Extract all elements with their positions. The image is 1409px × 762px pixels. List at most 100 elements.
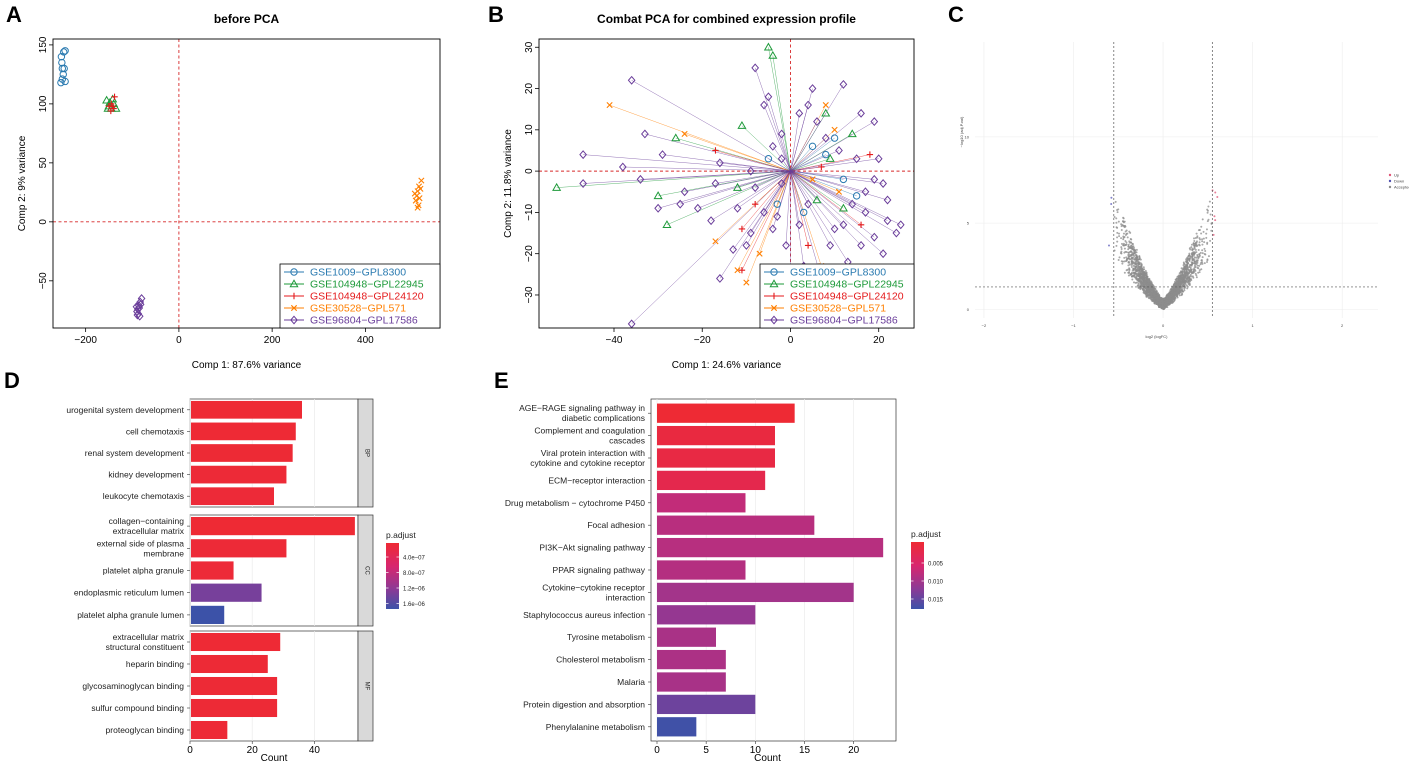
spoke-line xyxy=(777,171,791,217)
volcano-point xyxy=(1201,218,1204,221)
volcano-point xyxy=(1131,245,1134,248)
spoke-line xyxy=(741,125,791,172)
volcano-point xyxy=(1128,267,1131,270)
volcano-point xyxy=(1178,294,1181,297)
spoke-line xyxy=(715,150,791,172)
point-gse1009-gpl8300-7 xyxy=(852,192,861,200)
volcano-point xyxy=(1184,267,1187,270)
volcano-point xyxy=(1173,285,1176,288)
category-label-glycosaminoglycan-binding: glycosaminoglycan binding xyxy=(82,681,184,691)
point-gse96804-gpl17586-0 xyxy=(627,75,636,85)
spoke-line xyxy=(790,158,831,172)
volcano-point xyxy=(1188,277,1191,280)
volcano-point xyxy=(1115,226,1118,229)
spoke-line xyxy=(715,170,791,242)
point-gse96804-gpl17586-35 xyxy=(892,228,901,238)
point-gse30528-gpl571-8 xyxy=(411,190,418,197)
volcano-point xyxy=(1196,261,1199,264)
volcano-point xyxy=(1135,256,1138,259)
volcano-point xyxy=(1174,283,1177,286)
volcano-point xyxy=(1137,285,1140,288)
y-tick-label: 20 xyxy=(524,83,535,95)
x-tick-label: −1 xyxy=(1071,323,1076,328)
volcano-point xyxy=(1135,251,1138,254)
point-gse104948-gpl22945-0 xyxy=(102,95,112,104)
point-gse1009-gpl8300-4 xyxy=(800,208,808,217)
volcano-point xyxy=(1139,266,1142,269)
volcano-point xyxy=(1145,279,1148,282)
volcano-point xyxy=(1199,238,1202,241)
volcano-point xyxy=(1131,247,1134,250)
legend-marker xyxy=(770,304,778,312)
volcano-point xyxy=(1141,281,1144,284)
volcano-point xyxy=(1198,264,1201,267)
volcano-point xyxy=(1120,223,1123,226)
spoke-line xyxy=(790,170,849,263)
volcano-point xyxy=(1191,248,1194,251)
spoke-line xyxy=(781,133,791,172)
legend-marker xyxy=(769,279,779,288)
legend-entry-gse104948-gpl24120: GSE104948−GPL24120 xyxy=(310,291,424,303)
point-gse30528-gpl571-7 xyxy=(822,101,829,109)
x-tick-label: 200 xyxy=(264,335,281,346)
volcano-point xyxy=(1189,255,1192,258)
y-tick-label: 150 xyxy=(38,36,49,53)
point-gse96804-gpl17586-6 xyxy=(135,311,144,321)
volcano-point xyxy=(1128,253,1131,256)
volcano-point xyxy=(1186,259,1189,262)
volcano-point xyxy=(1123,256,1126,259)
spoke-line xyxy=(666,170,791,225)
spoke-line xyxy=(768,47,791,172)
point-gse96804-gpl17586-36 xyxy=(896,220,905,230)
legend-entry-gse1009-gpl8300: GSE1009−GPL8300 xyxy=(310,267,406,279)
volcano-point xyxy=(1140,264,1143,267)
volcano-point xyxy=(1118,232,1121,235)
point-gse96804-gpl17586-5 xyxy=(641,129,649,139)
legend-title: p.adjust xyxy=(386,530,416,540)
volcano-point xyxy=(1181,290,1184,293)
volcano-point xyxy=(1195,256,1198,259)
spoke-line xyxy=(790,170,897,234)
point-gse104948-gpl22945-4 xyxy=(732,182,743,191)
volcano-point xyxy=(1116,231,1119,234)
volcano-point xyxy=(1214,219,1217,222)
volcano-point xyxy=(1131,256,1134,259)
chart-title: before PCA xyxy=(214,12,280,26)
y-tick-label: 50 xyxy=(38,157,49,169)
spoke-line xyxy=(640,170,791,180)
spoke-line xyxy=(790,170,844,209)
volcano-point xyxy=(1195,251,1198,254)
volcano-point xyxy=(1190,246,1193,249)
spoke-line xyxy=(790,158,857,172)
category-label-cytokine-cytokine-receptor-interaction: Cytokine−cytokine receptor interaction xyxy=(542,582,645,602)
spoke-line xyxy=(790,170,862,246)
volcano-point xyxy=(1168,301,1171,304)
category-label-cholesterol-metabolism: Cholesterol metabolism xyxy=(556,655,645,665)
x-tick-label: 5 xyxy=(703,745,709,756)
legend-marker xyxy=(770,268,778,276)
category-label-staphylococcus-aureus-infection: Staphylococcus aureus infection xyxy=(523,610,645,620)
volcano-point xyxy=(1193,240,1196,243)
volcano-point xyxy=(1195,274,1198,277)
volcano-point xyxy=(1115,217,1118,220)
point-gse96804-gpl17586-29 xyxy=(808,84,817,94)
volcano-point xyxy=(1201,252,1204,255)
volcano-point xyxy=(1149,286,1152,289)
volcano-point xyxy=(1149,297,1152,300)
volcano-point xyxy=(1135,281,1138,284)
volcano-point xyxy=(1161,303,1164,306)
pca-before-chart: before PCA −200 0 200 400 −50 0 50 100 150 Comp 1:… xyxy=(17,12,441,371)
legend-marker xyxy=(290,304,298,312)
spoke-line xyxy=(790,104,809,172)
volcano-point xyxy=(1200,268,1203,271)
legend-entry-gse104948-gpl22945: GSE104948−GPL22945 xyxy=(790,279,904,291)
volcano-point xyxy=(1193,244,1196,247)
category-label-platelet-alpha-granule: platelet alpha granule xyxy=(103,566,185,576)
volcano-point xyxy=(1188,252,1191,255)
point-gse30528-gpl571-0 xyxy=(606,101,613,109)
volcano-point xyxy=(1207,255,1210,258)
volcano-point xyxy=(1213,215,1216,218)
volcano-point xyxy=(1178,281,1181,284)
point-gse96804-gpl17586-52 xyxy=(795,220,804,230)
volcano-point xyxy=(1206,258,1209,261)
